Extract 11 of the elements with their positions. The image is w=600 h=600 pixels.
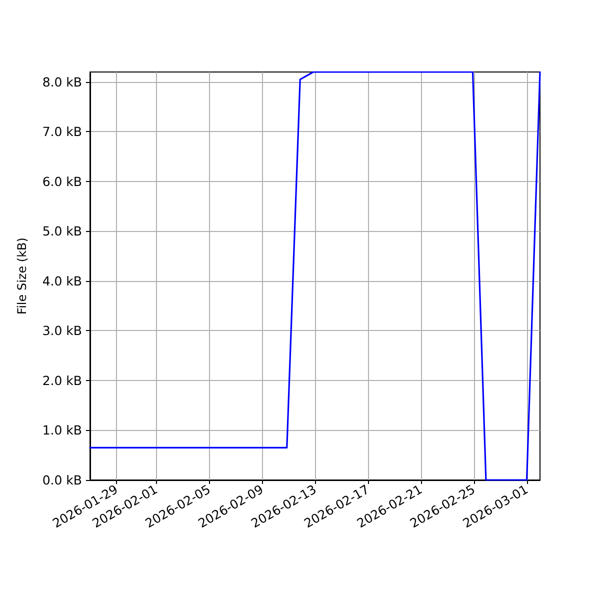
y-axis-title: File Size (kB) — [15, 238, 29, 314]
y-tick-label: 0.0 kB — [42, 472, 82, 488]
y-tick-label: 5.0 kB — [42, 224, 82, 239]
line-series — [89, 71, 541, 481]
y-tick-label: 7.0 kB — [42, 124, 82, 140]
y-tick-label: 4.0 kB — [42, 273, 82, 288]
y-tick-label: 1.0 kB — [42, 422, 82, 438]
y-tick-label: 8.0 kB — [42, 74, 82, 90]
y-tick-label: 3.0 kB — [42, 323, 82, 338]
y-tick-label: 6.0 kB — [42, 174, 82, 189]
y-tick-label: 2.0 kB — [42, 372, 82, 388]
